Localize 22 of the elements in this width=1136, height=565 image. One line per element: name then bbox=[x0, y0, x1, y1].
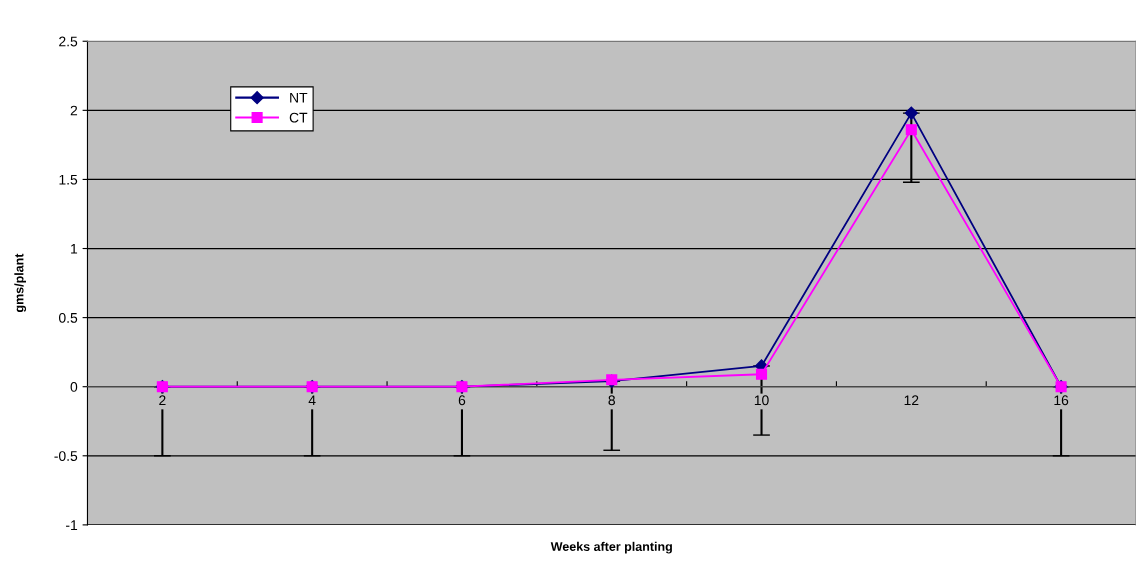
legend-label: NT bbox=[290, 92, 308, 103]
x-tick-label: 10 bbox=[754, 395, 769, 406]
y-tick-label: 1 bbox=[71, 244, 78, 254]
x-tick-label: 8 bbox=[608, 395, 615, 406]
y-tick-label: 2 bbox=[70, 105, 78, 116]
y-tick-label: 0 bbox=[70, 382, 78, 392]
y-tick-label: -1 bbox=[66, 520, 78, 530]
x-tick-label: 2 bbox=[159, 395, 166, 406]
x-tick-label: 12 bbox=[904, 395, 919, 406]
legend-label: CT bbox=[289, 112, 308, 123]
y-tick-label: 1.5 bbox=[59, 174, 78, 185]
x-tick-label: 16 bbox=[1054, 395, 1069, 406]
x-axis-title: Weeks after planting bbox=[550, 541, 672, 554]
y-axis-title: gms/plant bbox=[14, 253, 27, 313]
y-tick-label: 0.5 bbox=[58, 312, 78, 323]
x-tick-label: 4 bbox=[308, 395, 316, 406]
point bbox=[755, 368, 768, 380]
point bbox=[904, 106, 918, 120]
point bbox=[905, 124, 917, 136]
x-tick-label: 6 bbox=[458, 395, 466, 406]
y-tick-label: -0.5 bbox=[54, 451, 78, 461]
y-tick-label: 2.5 bbox=[59, 36, 78, 47]
